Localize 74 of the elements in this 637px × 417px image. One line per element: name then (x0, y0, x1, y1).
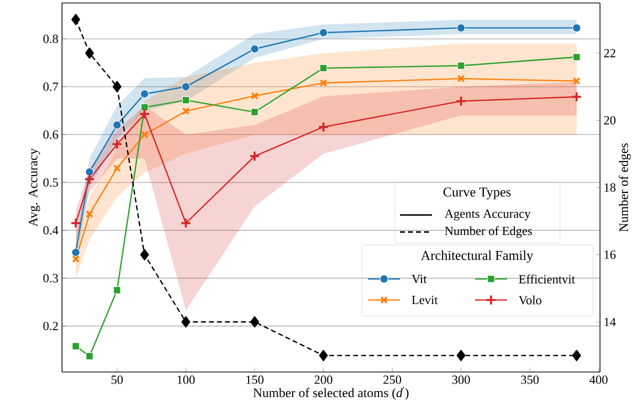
point (250, 316, 260, 328)
x-tick-label: 200 (314, 376, 332, 384)
point (71, 248, 80, 257)
y-axis-title: Avg. Accuracy (28, 148, 40, 227)
x-tick-label: 350 (521, 376, 539, 384)
point (320, 64, 328, 72)
point (86, 352, 94, 360)
point (85, 47, 94, 59)
point (139, 108, 150, 120)
legend-title: Architectural Family (420, 250, 534, 263)
point (250, 92, 258, 100)
point (113, 286, 121, 294)
point (572, 53, 580, 61)
legend-label: Levit (412, 296, 438, 304)
y2-axis-title: Number of edges (618, 143, 631, 232)
y2-tick-label: 20 (604, 116, 616, 124)
point (140, 249, 149, 260)
point (180, 218, 192, 229)
point (182, 82, 190, 92)
point (86, 210, 94, 218)
point (182, 96, 190, 104)
point (457, 62, 465, 70)
point (72, 342, 80, 350)
point (456, 96, 467, 107)
legend-label: Volo (518, 296, 542, 304)
y2-tick-label: 22 (604, 48, 616, 58)
point (140, 104, 148, 112)
point (181, 316, 190, 328)
point (319, 28, 328, 37)
y2-tick-label: 18 (604, 183, 616, 192)
point (318, 121, 329, 132)
x-tick-label: 250 (383, 376, 402, 384)
point (572, 24, 581, 32)
point (571, 91, 582, 102)
point (140, 90, 149, 98)
annotation: Curve Types (443, 188, 511, 200)
point (320, 79, 328, 87)
point (249, 150, 260, 162)
point (71, 14, 80, 26)
point (84, 174, 96, 185)
point (456, 24, 466, 32)
point (319, 350, 328, 362)
x-axis-title: Number of selected atoms (d$^{'}$) (253, 386, 408, 400)
x-tick-label: 300 (452, 376, 470, 384)
legend-label: Vit (412, 274, 427, 284)
y-tick-label: 0.4 (43, 226, 58, 235)
y-tick-label: 0.7 (43, 82, 58, 91)
point (70, 218, 82, 229)
point (112, 120, 122, 130)
point (113, 164, 121, 172)
y-tick-label: 0.8 (43, 34, 58, 44)
x-tick-label: 100 (178, 376, 195, 384)
y2-tick-label: 14 (604, 318, 616, 326)
point (572, 350, 581, 362)
point (140, 130, 148, 138)
x-tick-label: 150 (246, 376, 264, 384)
legend-label: Efficientvit (518, 274, 575, 284)
point (112, 138, 123, 150)
y-tick-label: 0.5 (43, 178, 58, 187)
annotation: Agents Accuracy (444, 210, 531, 220)
x-tick-label: 50 (112, 376, 123, 384)
x-tick-label: 400 (590, 376, 608, 384)
y-tick-label: 0.6 (43, 130, 58, 139)
y-tick-label: 0.3 (43, 274, 58, 282)
point (85, 168, 94, 176)
point (112, 81, 122, 92)
y2-tick-label: 16 (604, 250, 616, 259)
point (250, 108, 258, 116)
point (182, 107, 190, 115)
point (457, 74, 465, 82)
point (456, 350, 466, 362)
legend-label: Number of Edges (444, 226, 532, 238)
point (250, 44, 259, 54)
y-tick-label: 0.2 (43, 322, 58, 330)
